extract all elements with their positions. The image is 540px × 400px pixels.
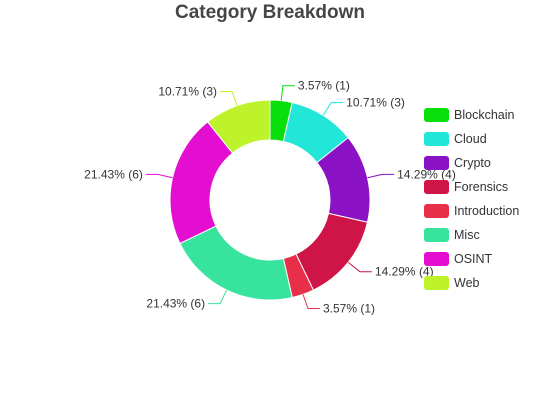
- legend-label-blockchain: Blockchain: [454, 108, 514, 122]
- legend-label-cloud: Cloud: [454, 132, 487, 146]
- leader-line-blockchain: [280, 85, 295, 101]
- data-label-crypto: 14.29% (4): [397, 167, 456, 181]
- legend-swatch-blockchain: [424, 108, 449, 122]
- legend-label-misc: Misc: [454, 228, 480, 242]
- legend-item-introduction[interactable]: Introduction: [424, 204, 519, 218]
- legend-swatch-cloud: [424, 132, 449, 146]
- legend-item-web[interactable]: Web: [424, 276, 480, 290]
- legend-item-forensics[interactable]: Forensics: [424, 180, 508, 194]
- legend-swatch-web: [424, 276, 449, 290]
- data-label-misc: 21.43% (6): [146, 297, 205, 311]
- legend-item-osint[interactable]: OSINT: [424, 252, 493, 266]
- leader-line-osint: [145, 173, 173, 179]
- leader-line-misc: [208, 289, 228, 305]
- data-label-cloud: 10.71% (3): [346, 96, 405, 110]
- legend-label-introduction: Introduction: [454, 204, 519, 218]
- legend-swatch-osint: [424, 252, 449, 266]
- legend-swatch-crypto: [424, 156, 449, 170]
- leader-line-web: [220, 90, 238, 106]
- data-label-blockchain: 3.57% (1): [298, 79, 350, 93]
- legend-item-cloud[interactable]: Cloud: [424, 132, 487, 146]
- legend-label-forensics: Forensics: [454, 180, 508, 194]
- data-label-web: 10.71% (3): [158, 84, 217, 98]
- data-label-osint: 21.43% (6): [84, 167, 143, 181]
- slice-web[interactable]: [206, 99, 271, 154]
- legend-label-crypto: Crypto: [454, 156, 491, 170]
- legend-item-blockchain[interactable]: Blockchain: [424, 108, 514, 122]
- legend-swatch-misc: [424, 228, 449, 242]
- slice-misc[interactable]: [179, 225, 293, 301]
- leader-line-crypto: [367, 173, 395, 179]
- data-label-forensics: 14.29% (4): [375, 265, 434, 279]
- legend-swatch-forensics: [424, 180, 449, 194]
- data-label-introduction: 3.57% (1): [323, 302, 375, 316]
- legend-swatch-introduction: [424, 204, 449, 218]
- leader-line-introduction: [302, 294, 320, 310]
- chart-title: Category Breakdown: [174, 2, 366, 23]
- legend-item-misc[interactable]: Misc: [424, 228, 480, 242]
- legend-label-osint: OSINT: [454, 252, 493, 266]
- legend-item-crypto[interactable]: Crypto: [424, 156, 491, 170]
- leader-line-forensics: [347, 261, 372, 273]
- leader-line-cloud: [322, 102, 344, 116]
- legend-label-web: Web: [454, 276, 480, 290]
